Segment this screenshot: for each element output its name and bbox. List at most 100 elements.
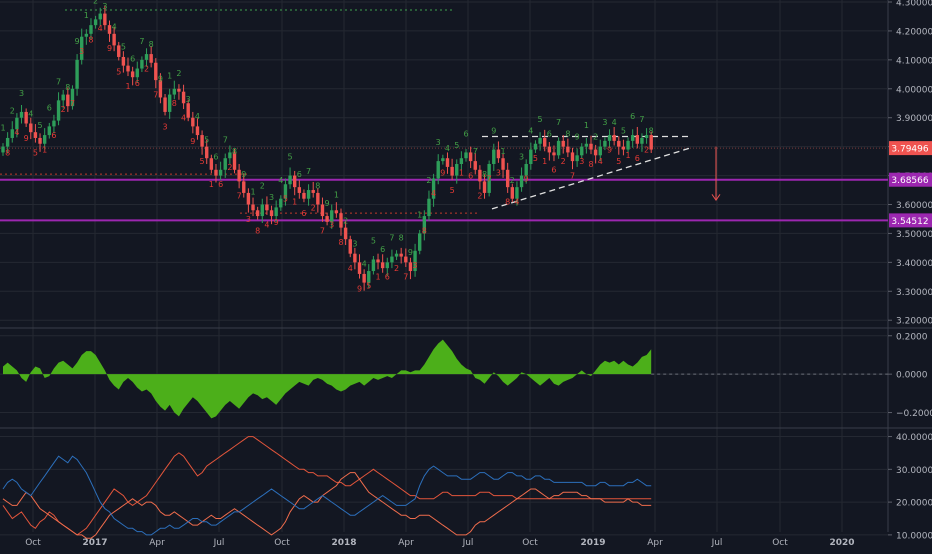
td-count-up: 5 <box>121 43 126 52</box>
candle-down <box>501 158 505 170</box>
candle-down <box>621 146 626 150</box>
candle-up <box>279 198 283 208</box>
td-count-up: 8 <box>65 83 70 92</box>
candle-up <box>70 88 75 107</box>
x-axis-label: Oct <box>522 538 538 548</box>
td-count-up: 7 <box>306 167 311 176</box>
candle-down <box>445 158 450 167</box>
td-count-up: 3 <box>602 118 607 127</box>
candle-down <box>311 190 315 193</box>
candle-down <box>107 25 112 34</box>
td-count-up: 2 <box>426 176 431 185</box>
candle-down <box>552 152 556 156</box>
candle-down <box>103 13 107 26</box>
candle-down <box>195 126 200 136</box>
candle-up <box>218 169 223 176</box>
candle-down <box>24 111 28 124</box>
td-count-up: 8 <box>315 182 320 191</box>
td-count-up: 2 <box>93 0 98 5</box>
td-count-up: 5 <box>538 115 543 124</box>
td-count-up: 8 <box>149 40 154 49</box>
td-count-up: 4 <box>195 112 200 121</box>
candle-up <box>135 68 139 78</box>
levels-layer <box>0 9 888 222</box>
directional-tick-label: 30.0000 <box>896 466 932 476</box>
candle-up <box>288 175 292 185</box>
td-count-up: 2 <box>343 216 348 225</box>
candle-up <box>98 13 102 20</box>
candle-up <box>394 253 399 257</box>
td-count-up: 3 <box>352 239 357 248</box>
td-count-up: 7 <box>473 147 478 156</box>
x-axis-label: Jul <box>213 538 225 548</box>
candle-down <box>353 253 357 263</box>
candle-down <box>205 146 209 159</box>
price-tick-label: 3.40000 <box>896 259 932 269</box>
candle-up <box>385 262 389 269</box>
td-count-down: 8 <box>255 226 260 235</box>
candle-up <box>630 135 635 141</box>
td-count-down: 6 <box>551 166 556 175</box>
td-count-down: 8 <box>5 148 10 157</box>
candle-down <box>297 187 302 193</box>
td-count-up: 4 <box>528 127 533 136</box>
candle-down <box>334 210 339 214</box>
candle-up <box>75 59 79 89</box>
price-tags-layer: 3.79496 3.68566 3.54512 <box>889 141 932 228</box>
candle-up <box>519 175 524 188</box>
candle-up <box>580 146 584 156</box>
candle-down <box>408 262 413 272</box>
candle-up <box>172 88 177 95</box>
candle-up <box>144 54 149 60</box>
candle-up <box>330 210 334 222</box>
candle-down <box>316 192 320 205</box>
candle-up <box>371 259 376 272</box>
td-count-down: 2 <box>227 163 232 172</box>
candle-up <box>515 187 519 199</box>
td-count-up: 2 <box>510 176 515 185</box>
td-count-down: 5 <box>283 195 288 204</box>
candle-down <box>505 169 510 188</box>
candle-down <box>566 146 570 153</box>
candle-up <box>89 25 93 34</box>
td-count-up: 4 <box>445 144 450 153</box>
td-count-down: 7 <box>403 273 408 282</box>
candle-down <box>543 137 547 147</box>
td-count-down: 1 <box>42 145 47 154</box>
td-count-down: 9 <box>274 218 279 227</box>
td-count-up: 1 <box>250 187 255 196</box>
candle-down <box>246 192 251 205</box>
td-count-down: 4 <box>181 114 186 123</box>
x-axis-label: Oct <box>772 538 788 548</box>
td-count-down: 6 <box>218 180 223 189</box>
candle-down <box>617 140 621 147</box>
td-count-up: 3 <box>102 2 107 11</box>
td-count-up: 5 <box>37 121 42 130</box>
td-count-down: 5 <box>200 157 205 166</box>
td-count-up: 9 <box>158 75 163 84</box>
td-count-down: 1 <box>209 180 214 189</box>
projection-arrow-head <box>711 194 721 202</box>
td-count-down: 5 <box>533 154 538 163</box>
candle-down <box>473 161 477 170</box>
candle-down <box>325 216 329 222</box>
td-count-down: 4 <box>14 128 19 137</box>
td-count-up: 8 <box>649 127 654 136</box>
candle-down <box>242 181 246 193</box>
td-count-down: 7 <box>153 90 158 99</box>
candle-up <box>140 59 144 69</box>
td-count-down: 8 <box>338 238 343 247</box>
x-axis-label: 2017 <box>82 538 107 548</box>
x-axis-label: 2019 <box>580 538 605 548</box>
td-count-up: 3 <box>186 95 191 104</box>
candle-down <box>186 103 190 118</box>
td-count-up: 3 <box>19 89 24 98</box>
td-count-down: 3 <box>413 261 418 270</box>
candle-up <box>1 146 5 153</box>
td-count-up: 5 <box>288 153 293 162</box>
td-count-down: 8 <box>88 36 93 45</box>
td-count-down: 3 <box>163 122 168 131</box>
candle-up <box>19 111 24 118</box>
